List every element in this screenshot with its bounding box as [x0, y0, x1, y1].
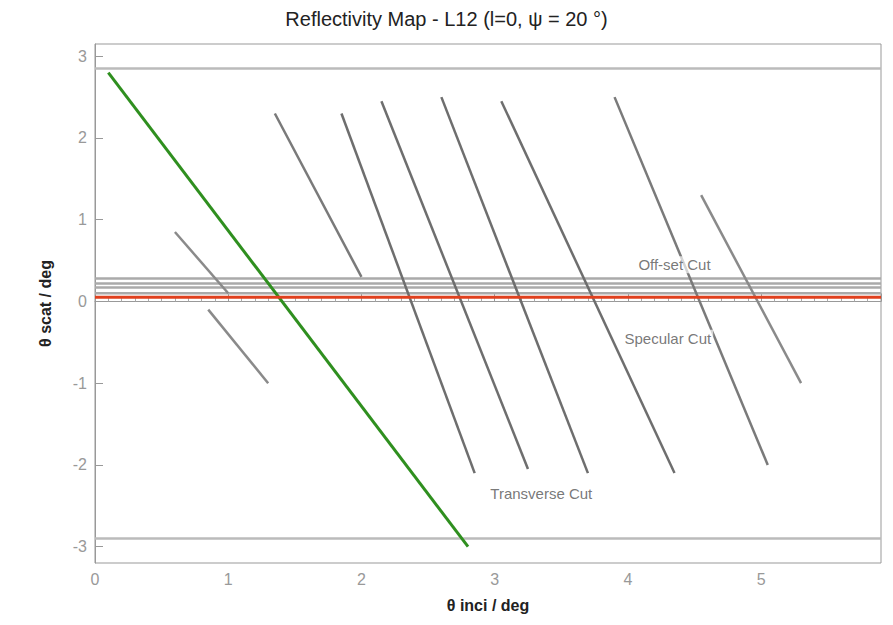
- svg-text:4: 4: [623, 571, 632, 588]
- svg-text:Off-set Cut: Off-set Cut: [638, 256, 711, 273]
- svg-text:-3: -3: [73, 538, 87, 555]
- svg-text:Reflectivity Map - L12 (l=0, ψ: Reflectivity Map - L12 (l=0, ψ = 20 °): [285, 8, 607, 30]
- svg-text:0: 0: [78, 293, 87, 310]
- svg-text:1: 1: [224, 571, 233, 588]
- svg-text:θ scat / deg: θ scat / deg: [37, 260, 54, 347]
- svg-text:-2: -2: [73, 456, 87, 473]
- svg-text:3: 3: [490, 571, 499, 588]
- svg-text:0: 0: [91, 571, 100, 588]
- svg-text:Transverse Cut: Transverse Cut: [490, 485, 593, 502]
- svg-text:3: 3: [78, 48, 87, 65]
- svg-text:θ inci / deg: θ inci / deg: [447, 597, 529, 614]
- svg-text:5: 5: [757, 571, 766, 588]
- svg-text:2: 2: [357, 571, 366, 588]
- svg-text:1: 1: [78, 211, 87, 228]
- svg-text:2: 2: [78, 129, 87, 146]
- svg-text:Specular Cut: Specular Cut: [624, 330, 712, 347]
- svg-text:-1: -1: [73, 375, 87, 392]
